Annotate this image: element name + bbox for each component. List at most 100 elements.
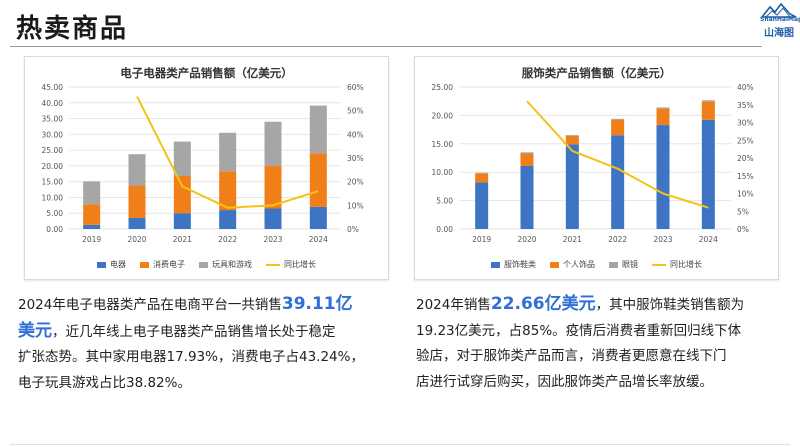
y-tick-label: 5.00 [436,197,453,206]
bar-segment [565,144,579,229]
y-tick-label: 10.00 [42,193,64,202]
y-tick-label: 30.00 [42,130,64,139]
summary-text: 电子玩具游戏占比38.82%。 [18,374,191,391]
bar-segment [701,101,715,120]
y-tick-label: 20.00 [432,111,454,120]
bar-segment [475,182,489,229]
y2-tick-label: 60% [347,83,364,92]
bar-segment [309,105,327,154]
legend-swatch [652,263,666,266]
x-tick-label: 2019 [82,235,101,244]
legend-item: 服饰鞋类 [491,259,536,270]
y2-tick-label: 0% [347,225,359,234]
growth-line [526,100,709,209]
bar-segment [264,121,282,166]
summary-text: ，其中服饰鞋类销售额为 [595,297,745,313]
legend-swatch [97,261,106,268]
chart-title: 电子电器类产品销售额（亿美元） [120,66,293,80]
summary-text: 扩张态势。其中家用电器17.93%，消费电子占43.24%， [18,349,364,365]
bar-segment [309,153,327,207]
legend-label: 个人饰品 [563,260,595,269]
y-tick-label: 25.00 [42,146,64,155]
y-tick-label: 20.00 [42,162,64,171]
x-tick-label: 2020 [517,235,536,244]
page-title: 热卖商品 [16,14,129,44]
legend-swatch [491,261,500,268]
bar-segment [656,107,670,109]
x-tick-label: 2022 [608,235,627,244]
legend-item: 消费电子 [140,259,185,270]
y-tick-label: 0.00 [46,225,63,234]
bar-segment [264,165,282,209]
x-tick-label: 2020 [127,235,146,244]
x-tick-label: 2023 [653,235,672,244]
chart-title: 服饰类产品销售额（亿美元） [521,66,672,80]
bar-segment [128,217,146,229]
legend-swatch [266,263,280,266]
x-tick-label: 2024 [699,235,718,244]
y2-tick-label: 40% [737,83,754,92]
logo-text-en: ShanHaiMap [760,16,800,23]
summary-text: 验店，对于服饰类产品而言，消费者更愿意在线下门 [416,348,727,364]
y-tick-label: 45.00 [42,83,64,92]
legend-item: 眼镜 [609,259,638,270]
bar-segment [128,185,146,218]
bar-segment [701,100,715,102]
y2-tick-label: 35% [737,101,754,110]
bar-segment [701,119,715,229]
bar-segment [475,172,489,174]
bar-segment [565,134,579,136]
y2-tick-label: 10% [347,201,364,210]
y-tick-label: 40.00 [42,99,64,108]
legend-label: 眼镜 [622,260,638,269]
electronics-summary: 2024年电子电器类产品在电商平台一共销售39.11亿 美元，近几年线上电子电器… [18,292,390,396]
y-tick-label: 10.00 [432,168,454,177]
growth-line [136,96,319,209]
chart-legend: 电器 消费电子 玩具和游戏 同比增长 [25,259,388,270]
bar-segment [611,118,625,120]
bar-segment [611,119,625,136]
electronics-chart-svg: 0.00 5.00 10.00 15.00 20.00 25.00 30.00 35.00 40… [42,83,364,244]
legend-label: 电器 [110,260,126,269]
bar-segment [173,213,191,229]
bar-segment [128,154,146,186]
bar-segment [264,208,282,229]
bar-segment [520,152,534,154]
summary-text: 店进行试穿后购买，因此服饰类产品增长率放缓。 [416,373,713,390]
summary-text: ，近几年线上电子电器类产品销售增长处于稳定 [52,323,336,340]
summary-text: 19.23亿美元，占85%。疫情后消费者重新回归线下体 [416,322,742,339]
sales-highlight: 39.11亿 [281,294,353,314]
legend-swatch [199,261,208,268]
y-tick-label: 25.00 [432,83,454,92]
mountain-logo-icon [760,2,797,18]
sales-highlight-unit: 美元 [18,320,52,341]
x-tick-label: 2022 [218,235,237,244]
y2-tick-label: 15% [737,172,754,181]
sales-highlight: 22.66亿美元 [490,294,596,314]
apparel-summary: 2024年销售22.66亿美元，其中服饰鞋类销售额为 19.23亿美元，占85%… [416,292,788,395]
bar-segment [219,132,237,172]
y2-tick-label: 30% [347,154,364,163]
legend-item: 电器 [97,259,126,270]
legend-swatch [550,261,559,268]
bar-segment [309,206,327,229]
bar-segment [475,173,489,183]
summary-text: 2024年电子电器类产品在电商平台一共销售 [18,297,282,313]
y-tick-label: 15.00 [432,140,454,149]
bar-segment [173,141,191,176]
brand-logo: ShanHaiMap 山海图 [760,2,800,42]
y-tick-label: 35.00 [42,115,64,124]
legend-item: 玩具和游戏 [199,259,252,270]
bar-segment [565,135,579,145]
bar-segment [219,171,237,211]
legend-item: 个人饰品 [550,259,595,270]
bar-segment [83,204,101,225]
bar-segment [656,108,670,126]
y2-tick-label: 0% [737,225,749,234]
logo-text-cn: 山海图 [764,28,794,39]
bar-segment [520,153,534,166]
x-tick-label: 2021 [563,235,582,244]
legend-item: 同比增长 [266,259,316,270]
y2-tick-label: 30% [737,119,754,128]
legend-label: 玩具和游戏 [212,260,252,269]
